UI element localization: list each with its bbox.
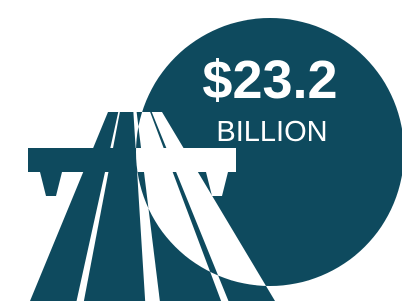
amount: $23.2 — [202, 50, 337, 110]
overpass-support — [40, 172, 62, 196]
unit: BILLION — [216, 116, 327, 148]
infographic: $23.2 BILLION — [0, 0, 402, 301]
page: $23.2 BILLION (() => { const data = JSON… — [0, 0, 402, 301]
